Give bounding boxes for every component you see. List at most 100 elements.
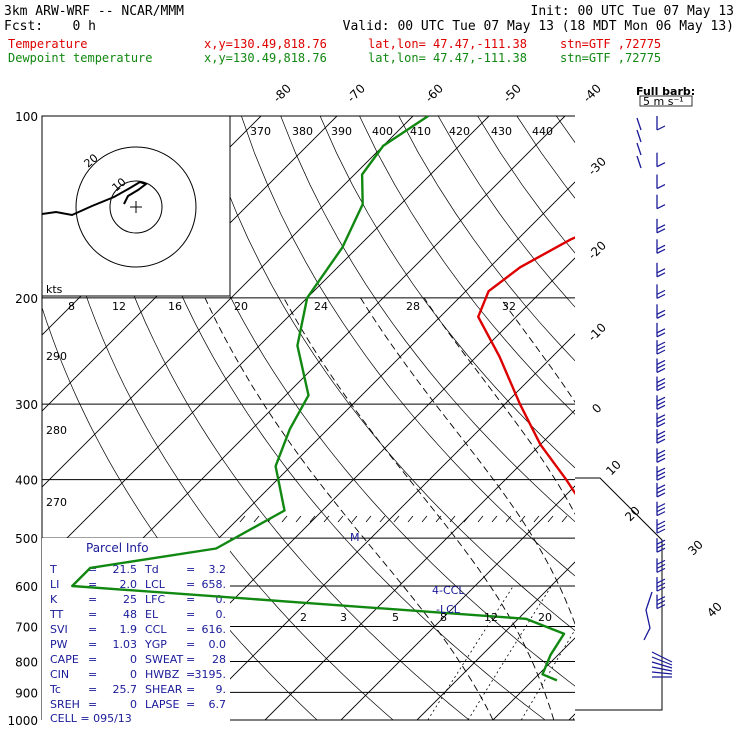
parcel-key: SREH [50,698,80,711]
init-time: Init: 00 UTC Tue 07 May 13 [531,4,735,19]
parcel-eq: = [88,608,97,621]
parcel-value: 0. [216,593,227,606]
wind-barb-flag [656,578,666,584]
parcel-eq: = [186,698,195,711]
wind-barb-flag [656,272,666,278]
isotherm-line [42,116,414,488]
parcel-value: 48 [123,608,137,621]
wind-barb-upper [636,129,642,143]
lcl-marker: -LCL [436,603,461,616]
isotherm-label: -80 [270,81,294,105]
moist-adiabat [360,297,575,626]
mixing-ratio-line [427,585,514,720]
hatch-mark [253,515,260,523]
wind-barb-flag [656,430,666,436]
parcel-value: 2.0 [120,578,138,591]
isotherm-line [568,713,575,720]
pressure-tick-label: 600 [15,580,38,594]
hodograph-trace [41,180,149,217]
wind-barb-flag [656,434,666,440]
wind-barb-flag [656,492,666,498]
dry-adiabat [201,116,575,632]
dry-adiabat [280,116,575,523]
legend-dewpoint-latlon: lat,lon= 47.47,-111.38 [368,51,527,65]
legend-temperature-latlon: lat,lon= 47.47,-111.38 [368,37,527,51]
pressure-tick-label: 900 [15,686,38,700]
hatch-mark [351,515,358,523]
legend-dewpoint-stn: stn=GTF ,72775 [560,51,661,65]
hatch-mark [393,515,400,523]
wind-barb-flag [656,345,666,351]
parcel-key: CIN [50,668,69,681]
hatch-mark [561,515,568,523]
wind-barb-flag [656,349,666,355]
hatch-mark [239,515,246,523]
hatch-mark [365,515,372,523]
wind-barb-flag [656,567,666,573]
pressure-tick-label: 400 [15,474,38,488]
mixing-ratio-label-lower: 12 [484,611,498,624]
wind-barb-low-cluster [651,666,673,672]
parcel-value: 0 [130,653,137,666]
mixing-ratio-line [520,629,575,720]
parcel-value: 6.7 [209,698,227,711]
mixing-ratio-label: 12 [112,300,126,313]
wind-barb-flag [656,382,666,388]
parcel-eq: = [88,638,97,651]
dry-adiabat [122,116,546,720]
parcel-value: 0. [216,608,227,621]
dry-adiabat [596,116,740,720]
parcel-value: 658. [202,578,227,591]
hatch-mark [407,515,414,523]
mixing-ratio-label-lower: 3 [340,611,347,624]
isotherm-line [721,116,740,720]
legend-dewpoint-xy: x,y=130.49,818.76 [204,51,327,65]
parcel-key: Td [144,563,159,576]
theta-label: 400 [372,125,393,138]
parcel-eq: = [88,563,97,576]
parcel-key: CAPE [50,653,79,666]
parcel-key: SVI [50,623,68,636]
ccl-marker: 4-CCL [432,584,465,597]
wind-barb-flag [656,204,666,210]
mixing-ratio-label-lower: 2 [300,611,307,624]
wind-barb-flag [656,404,666,410]
isotherm-label: -40 [580,81,604,105]
pressure-tick-label: 800 [15,655,38,669]
isotherm-label: -60 [422,81,446,105]
wind-barb-flag [656,528,666,534]
wind-barb-upper [636,142,642,156]
isotherm-line [340,485,575,720]
dry-adiabat [437,116,575,308]
parcel-value: 1.03 [113,638,138,651]
wind-barb-low-cluster [651,656,673,666]
parcel-key: YGP [144,638,167,651]
parcel-key: SWEAT [145,653,183,666]
hodograph-units: kts [46,283,63,296]
mixing-ratio-label-lower: 5 [392,611,399,624]
parcel-key: CCL [145,623,167,636]
wind-barb-flag [656,341,666,347]
theta-label: 380 [292,125,313,138]
wind-barb-flag [656,378,666,384]
moist-adiabat [590,298,694,720]
theta-label: 370 [250,125,271,138]
hatch-mark [463,515,470,523]
dry-adiabat [319,116,575,469]
hatch-mark [533,515,540,523]
parcel-eq: = [186,593,195,606]
parcel-eq: = [186,623,195,636]
wind-barb-flag [656,539,666,545]
mixing-ratio-label-lower: 8 [440,611,447,624]
parcel-key: LAPSE [145,698,180,711]
parcel-value: 3.2 [209,563,227,576]
parcel-value: 28 [212,653,226,666]
wind-barb-flag [656,604,666,610]
wind-barb-low-cluster [651,671,673,675]
wind-barb-low-cluster [651,651,673,663]
parcel-value: 25.7 [113,683,138,696]
dry-adiabat [359,116,575,415]
dry-adiabat [398,116,575,362]
isotherm-line [416,561,575,720]
